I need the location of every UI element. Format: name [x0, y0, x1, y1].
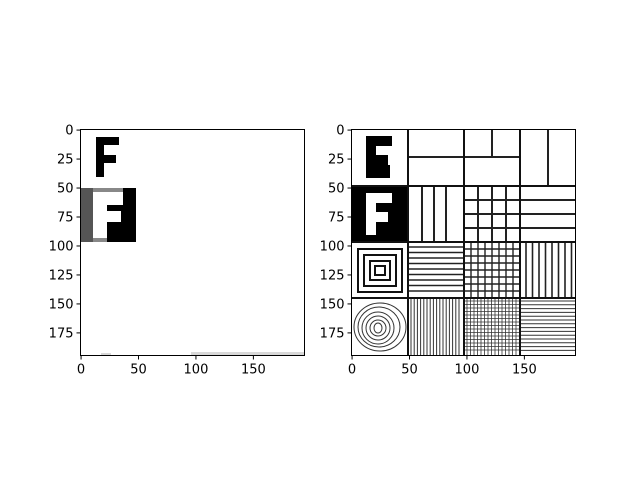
tile-grid-medium	[464, 186, 520, 242]
right-image-content	[352, 130, 576, 355]
right-x-tick-label: 0	[348, 363, 356, 378]
tile-horizontal-bars	[520, 199, 576, 229]
right-y-tick-label: 100	[320, 239, 345, 254]
left-faint-band	[191, 352, 304, 355]
left-panel: 0 50 100 150 0 25 50 75 100 125 150 175	[49, 124, 305, 378]
right-panel: 0 50 100 150 0 25 50 75 100 125 150 175	[320, 124, 576, 378]
left-y-tick-label: 0	[65, 124, 73, 139]
tile-vertical-bars	[421, 186, 447, 242]
left-x-tick-label: 100	[184, 363, 209, 378]
tile-horizontal-lines-fine	[520, 300, 576, 351]
tile-horizontal-lines-dense	[408, 246, 464, 292]
left-y-tick-label: 25	[57, 153, 74, 168]
left-y-tick-label: 125	[49, 268, 74, 283]
right-plot-frame	[351, 129, 576, 356]
right-x-tick-label: 50	[401, 363, 418, 378]
tile-vertical-lines-dense	[410, 298, 460, 355]
right-y-tick-label: 75	[328, 211, 345, 226]
left-y-tick-label: 100	[49, 239, 74, 254]
right-y-tick-label: 175	[320, 326, 345, 341]
left-x-tick-label: 150	[241, 363, 266, 378]
tile-concentric-squares	[357, 248, 403, 293]
left-y-tick-label: 50	[57, 182, 74, 197]
left-plot-area	[80, 129, 305, 356]
right-x-tick-label: 100	[455, 363, 480, 378]
tile-borders	[352, 130, 576, 355]
right-axis-ticks: 0 50 100 150 0 25 50 75 100 125 150 175	[320, 124, 537, 378]
tile-spiral	[353, 302, 407, 352]
left-faint-mark	[101, 353, 111, 355]
left-y-tick-label: 150	[49, 297, 74, 312]
left-axis-ticks: 0 50 100 150 0 25 50 75 100 125 150 175	[49, 124, 266, 378]
tile-f-black-background	[352, 186, 408, 242]
left-x-tick-label: 0	[77, 363, 85, 378]
right-x-tick-label: 150	[512, 363, 537, 378]
left-y-tick-label: 175	[49, 326, 74, 341]
left-image-content	[81, 137, 304, 355]
right-y-tick-label: 50	[328, 182, 345, 197]
left-large-f-tile	[81, 188, 136, 242]
tile-grid-dense	[464, 298, 520, 355]
left-plot-frame	[80, 129, 305, 356]
right-y-tick-label: 0	[336, 124, 344, 139]
tile-grid-fine	[464, 242, 520, 298]
tile-vertical-lines-medium	[525, 242, 573, 298]
right-y-tick-label: 125	[320, 268, 345, 283]
right-y-tick-label: 150	[320, 297, 345, 312]
left-x-tick-label: 50	[130, 363, 147, 378]
tile-split-rectangles	[464, 130, 520, 158]
right-y-tick-label: 25	[328, 153, 345, 168]
left-y-tick-label: 75	[57, 211, 74, 226]
tile-f-white-background	[366, 136, 392, 178]
left-small-f-glyph	[96, 137, 119, 177]
